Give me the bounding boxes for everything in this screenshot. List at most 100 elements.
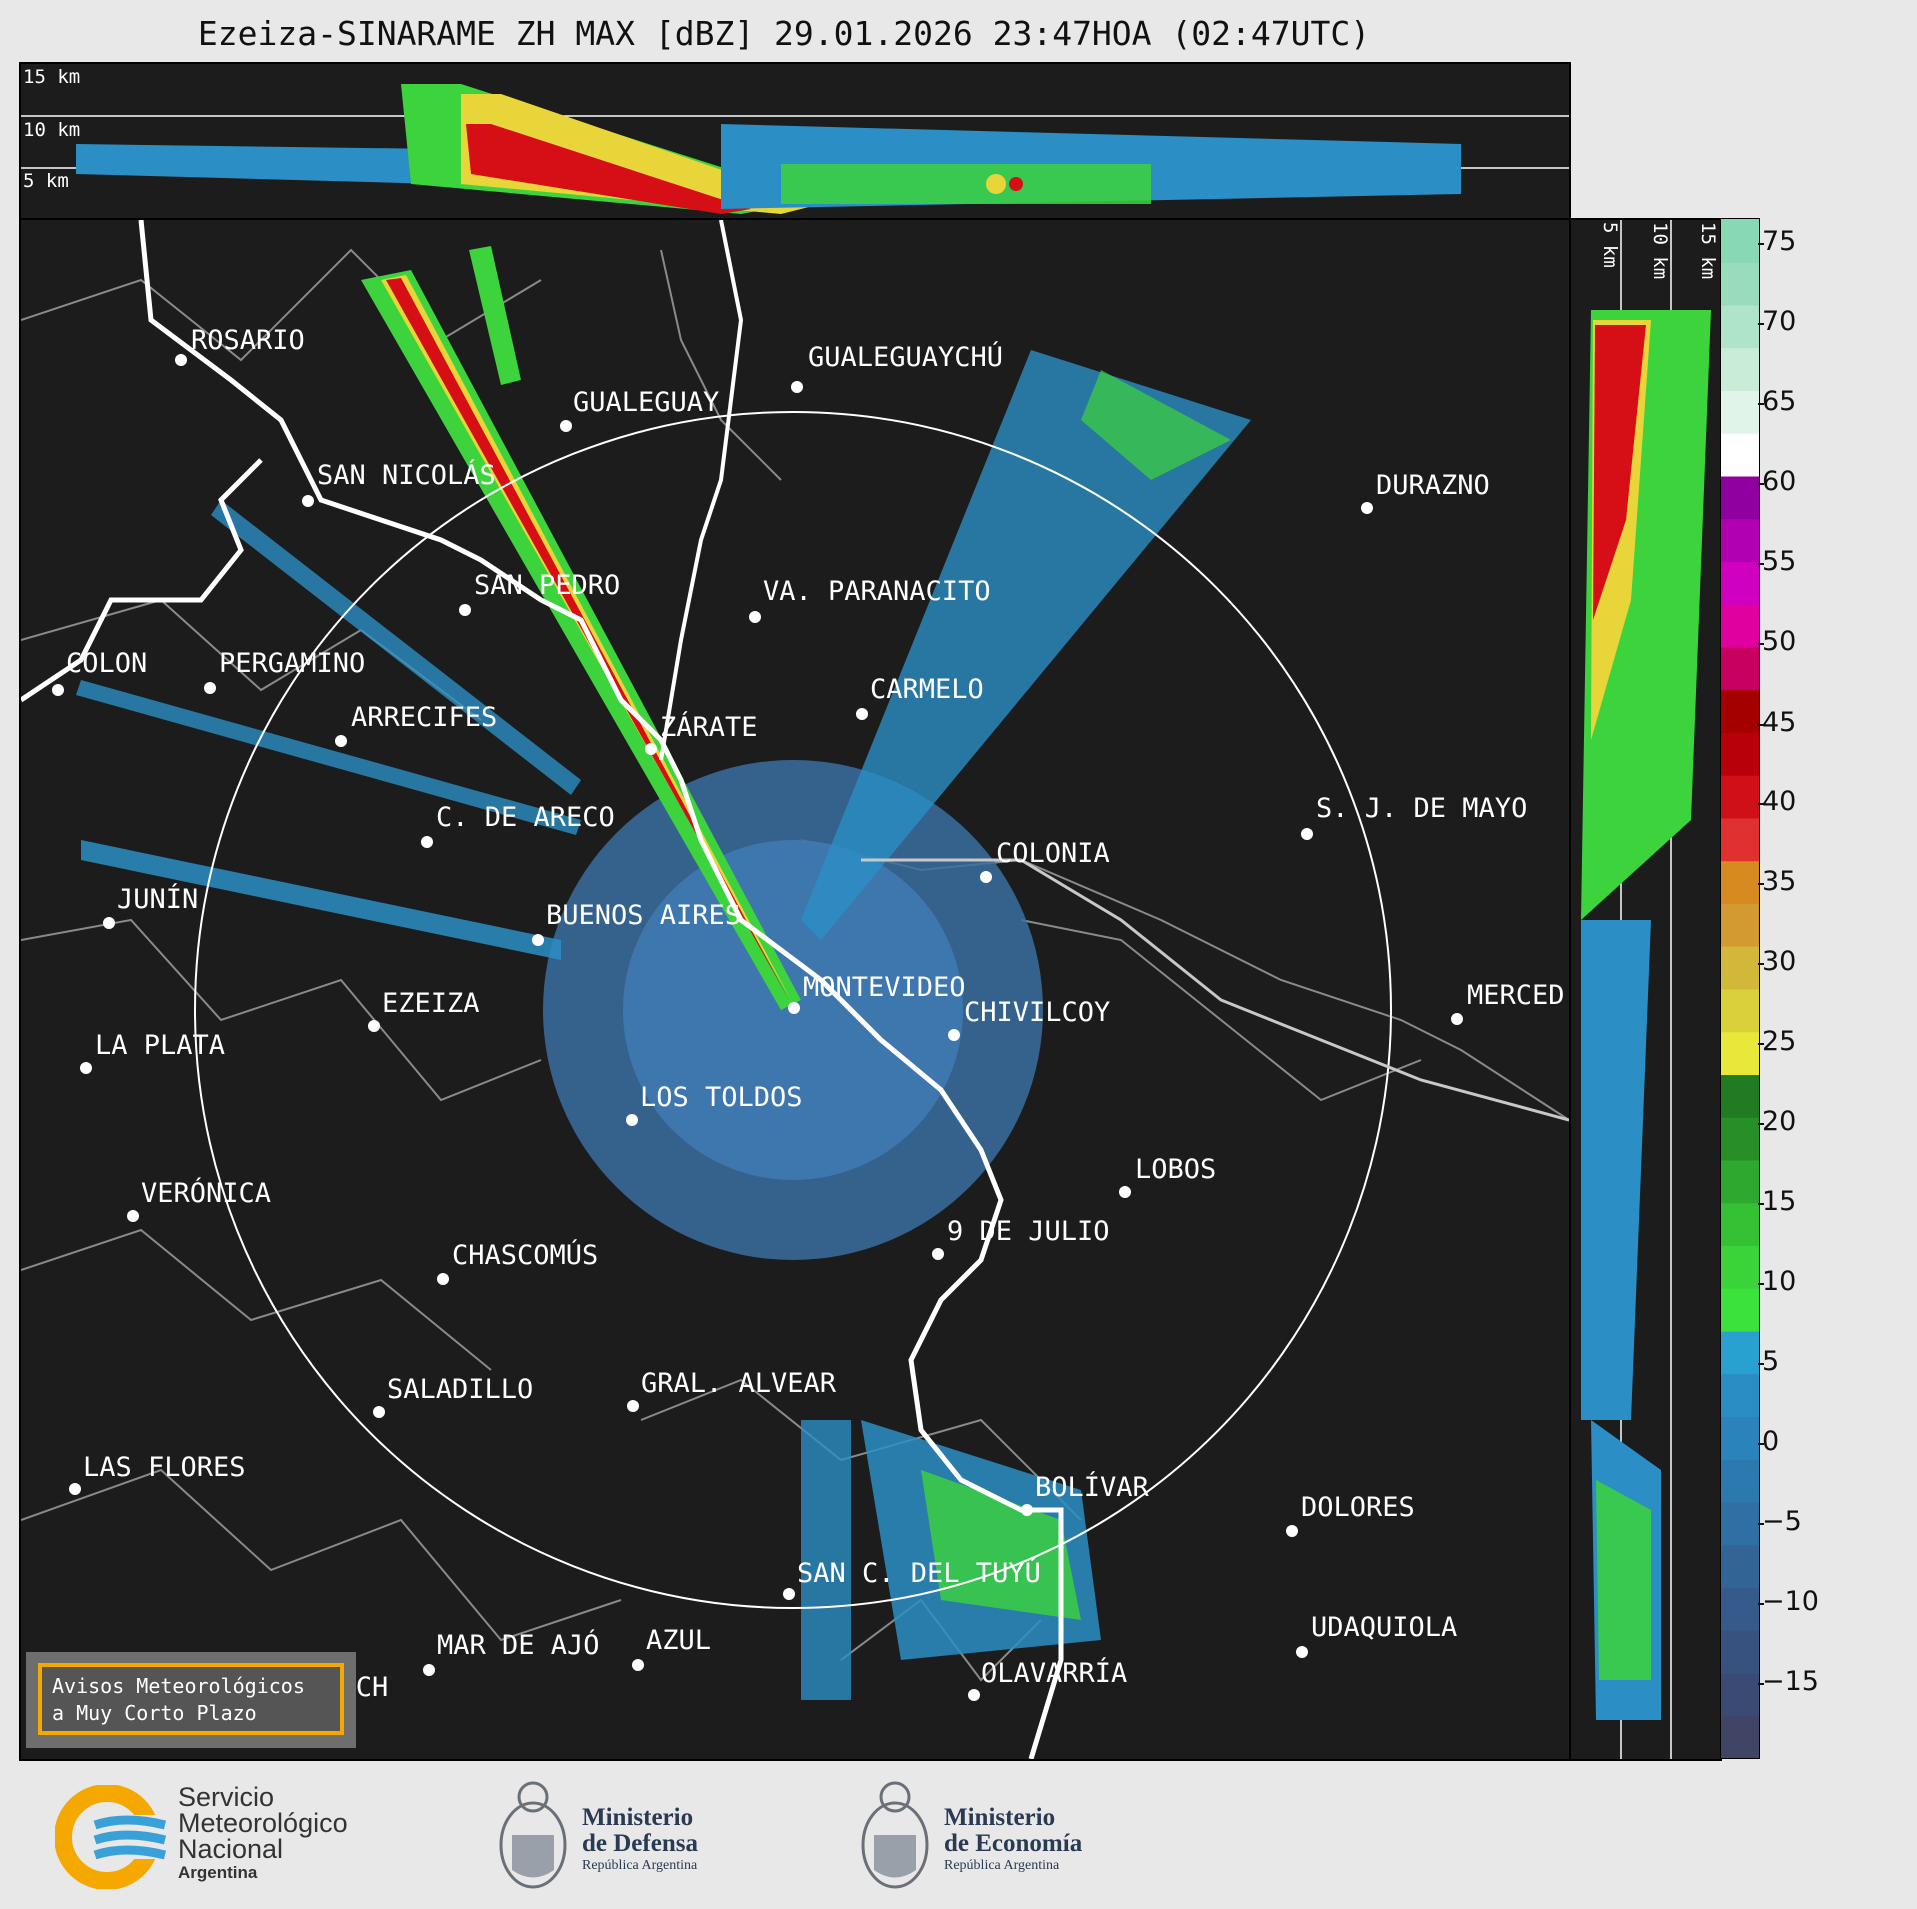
top-cross-section-svg bbox=[21, 84, 1569, 214]
colorbar-segment bbox=[1721, 603, 1759, 648]
smn-name-1: Servicio bbox=[178, 1782, 275, 1812]
city-label: CHIVILCOY bbox=[964, 997, 1111, 1028]
colorbar-tick-label: 70 bbox=[1762, 306, 1797, 337]
echo-cell bbox=[1009, 177, 1023, 191]
colorbar-tick-label: −10 bbox=[1762, 1586, 1819, 1617]
colorbar-segment bbox=[1721, 1458, 1759, 1503]
km-label-5: 5 km bbox=[23, 170, 69, 192]
city-label: SAN NICOLÁS bbox=[317, 460, 496, 491]
city-label: LAS FLORES bbox=[83, 1452, 246, 1483]
echo-band bbox=[1596, 1480, 1651, 1680]
city-label: PERGAMINO bbox=[219, 648, 366, 679]
aviso-line2: a Muy Corto Plazo bbox=[52, 1701, 257, 1725]
city-dot bbox=[127, 1210, 139, 1222]
colorbar-tick-label: 50 bbox=[1762, 626, 1797, 657]
city-label: MONTEVIDEO bbox=[803, 972, 966, 1003]
echo-band bbox=[76, 144, 441, 184]
colorbar-segment bbox=[1721, 475, 1759, 520]
colorbar-tick-mark bbox=[1758, 643, 1764, 645]
city-dot bbox=[52, 684, 64, 696]
city-dot bbox=[980, 871, 992, 883]
city-label: LOBOS bbox=[1135, 1154, 1217, 1185]
echo-spoke bbox=[81, 840, 561, 960]
km-label-10: 10 km bbox=[23, 119, 81, 141]
colorbar-tick-mark bbox=[1758, 1683, 1764, 1685]
echo-patch bbox=[801, 1420, 851, 1700]
colorbar-segment bbox=[1721, 1715, 1759, 1759]
city-points bbox=[52, 354, 1463, 1715]
city-dot bbox=[749, 611, 761, 623]
river bbox=[659, 220, 744, 761]
colorbar-segment bbox=[1721, 1672, 1759, 1717]
colorbar-segment bbox=[1721, 732, 1759, 776]
echo-patch bbox=[1081, 370, 1231, 480]
colorbar-segment bbox=[1721, 860, 1759, 904]
colorbar-tick-label: 25 bbox=[1762, 1026, 1797, 1057]
city-label: UDAQUIOLA bbox=[1311, 1612, 1458, 1643]
colorbar-tick-mark bbox=[1758, 1603, 1764, 1605]
city-label: SAN PEDRO bbox=[474, 570, 621, 601]
page-title: Ezeiza-SINARAME ZH MAX [dBZ] 29.01.2026 … bbox=[197, 14, 1371, 53]
colorbar-svg bbox=[1721, 219, 1759, 1759]
economia-line3: República Argentina bbox=[944, 1858, 1060, 1873]
city-label: C. DE ARECO bbox=[436, 802, 615, 833]
colorbar-tick-label: 20 bbox=[1762, 1106, 1797, 1137]
colorbar-tick-mark bbox=[1758, 483, 1764, 485]
colorbar-segment bbox=[1721, 390, 1759, 434]
colorbar-tick-mark bbox=[1758, 1363, 1764, 1365]
colorbar-tick-label: 10 bbox=[1762, 1266, 1797, 1297]
city-dot bbox=[80, 1062, 92, 1074]
radar-map-svg bbox=[21, 220, 1569, 1759]
city-label: GRAL. ALVEAR bbox=[641, 1368, 837, 1399]
city-dot bbox=[103, 917, 115, 929]
city-dot bbox=[932, 1248, 944, 1260]
city-dot bbox=[335, 735, 347, 747]
colorbar-tick-mark bbox=[1758, 1523, 1764, 1525]
city-dot bbox=[373, 1406, 385, 1418]
city-label: MAR DE AJÓ bbox=[437, 1630, 600, 1661]
city-label: ROSARIO bbox=[191, 325, 305, 356]
city-label: CARMELO bbox=[870, 674, 984, 705]
city-dot bbox=[1296, 1646, 1308, 1658]
colorbar-segment bbox=[1721, 1544, 1759, 1588]
colorbar-tick-mark bbox=[1758, 1123, 1764, 1125]
city-label: DOLORES bbox=[1301, 1492, 1415, 1523]
city-dot bbox=[783, 1588, 795, 1600]
colorbar-segment bbox=[1721, 1202, 1759, 1246]
colorbar-segment bbox=[1721, 1373, 1759, 1417]
city-dot bbox=[791, 381, 803, 393]
defensa-line1: Ministerio bbox=[582, 1804, 694, 1831]
city-dot bbox=[1286, 1525, 1298, 1537]
colorbar-segment bbox=[1721, 261, 1759, 306]
river bbox=[21, 458, 263, 703]
echo-spoke bbox=[211, 500, 581, 795]
colorbar-segment bbox=[1721, 903, 1759, 947]
city-label: COLON bbox=[66, 648, 148, 679]
km-label-10: 10 km bbox=[1649, 222, 1671, 280]
colorbar-segment bbox=[1721, 219, 1759, 263]
city-label: LA PLATA bbox=[95, 1030, 226, 1061]
echo-spoke bbox=[469, 246, 521, 385]
city-label: GUALEGUAY bbox=[573, 387, 720, 418]
colorbar-segment bbox=[1721, 1074, 1759, 1118]
colorbar-segment bbox=[1721, 817, 1759, 862]
colorbar-segment bbox=[1721, 1287, 1759, 1332]
city-dot bbox=[788, 1002, 800, 1014]
colorbar-tick-label: 60 bbox=[1762, 466, 1797, 497]
colorbar-tick-mark bbox=[1758, 1203, 1764, 1205]
city-dot bbox=[69, 1483, 81, 1495]
colorbar-tick-mark bbox=[1758, 803, 1764, 805]
city-dot bbox=[459, 604, 471, 616]
aviso-button[interactable]: Avisos Meteorológicos a Muy Corto Plazo bbox=[38, 1663, 344, 1735]
km-label-5: 5 km bbox=[1599, 222, 1621, 268]
colorbar-tick-mark bbox=[1758, 724, 1764, 726]
colorbar-tick-mark bbox=[1758, 403, 1764, 405]
economia-line2: de Economía bbox=[944, 1830, 1083, 1857]
smn-name-2: Meteorológico bbox=[178, 1808, 348, 1838]
city-label: 9 DE JULIO bbox=[947, 1216, 1110, 1247]
city-dot bbox=[204, 682, 216, 694]
city-dot bbox=[645, 743, 657, 755]
colorbar-tick-label: 75 bbox=[1762, 226, 1797, 257]
radar-map[interactable]: ROSARIO GUALEGUAYCHÚ GUALEGUAY SAN NICOLÁS D… bbox=[19, 218, 1571, 1761]
city-dot bbox=[1361, 502, 1373, 514]
